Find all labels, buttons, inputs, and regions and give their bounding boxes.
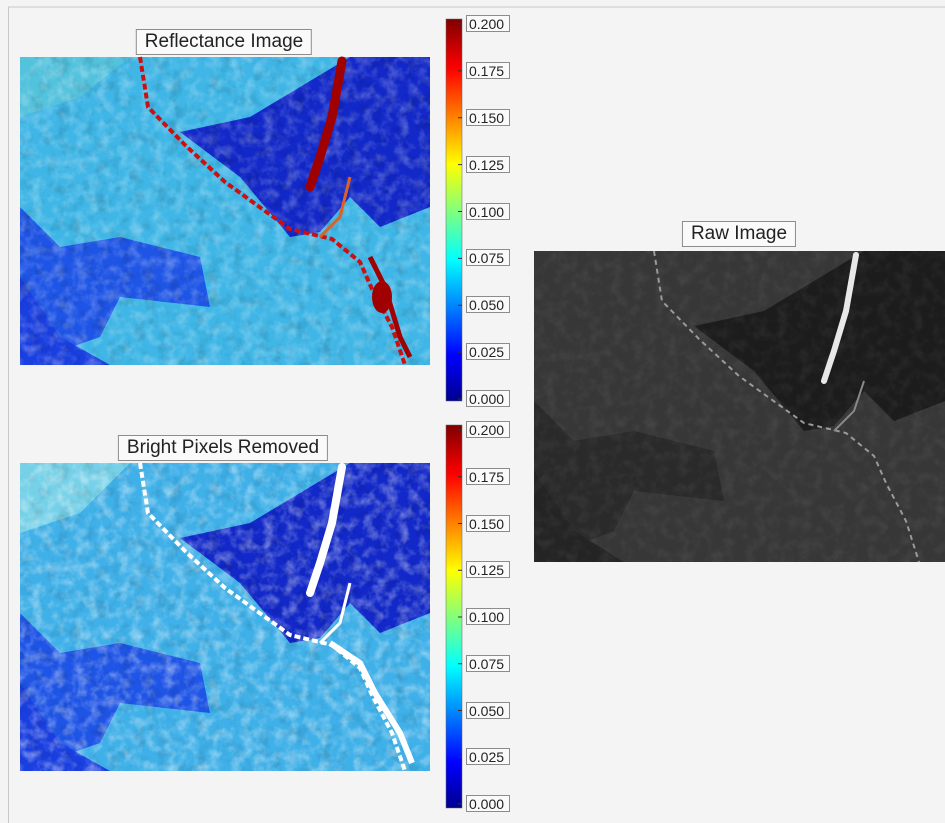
colorbar-tick-label: 0.000 — [466, 390, 510, 407]
panel-title: Raw Image — [682, 221, 796, 247]
colorbar-tick-label: 0.200 — [466, 421, 510, 438]
colorbar-tick-label: 0.025 — [466, 748, 510, 765]
colorbar — [446, 19, 462, 401]
colorbar-tick-label: 0.125 — [466, 561, 510, 578]
bright-pixels-removed-image — [20, 463, 430, 771]
colorbar-tick-label: 0.075 — [466, 655, 510, 672]
colorbar-tick-label: 0.175 — [466, 468, 510, 485]
colorbar-tick-label: 0.000 — [466, 795, 510, 812]
reflectance-image — [20, 57, 430, 365]
colorbar-tick-label: 0.100 — [466, 608, 510, 625]
colorbar-tick-label: 0.025 — [466, 343, 510, 360]
colorbar-tick-label: 0.050 — [466, 296, 510, 313]
colorbar-tick-label: 0.125 — [466, 156, 510, 173]
colorbar-tick-label: 0.150 — [466, 515, 510, 532]
panel-title: Bright Pixels Removed — [118, 435, 328, 461]
colorbar-tick-label: 0.075 — [466, 249, 510, 266]
colorbar-tick-label: 0.200 — [466, 15, 510, 32]
colorbar-tick-label: 0.150 — [466, 109, 510, 126]
colorbar-tick-label: 0.050 — [466, 702, 510, 719]
colorbar-tick-label: 0.100 — [466, 203, 510, 220]
figure-window: Reflectance Image Bright Pixels Removed … — [0, 0, 945, 823]
raw-image — [534, 251, 945, 562]
panel-title: Reflectance Image — [136, 29, 312, 55]
colorbar-tick-label: 0.175 — [466, 62, 510, 79]
